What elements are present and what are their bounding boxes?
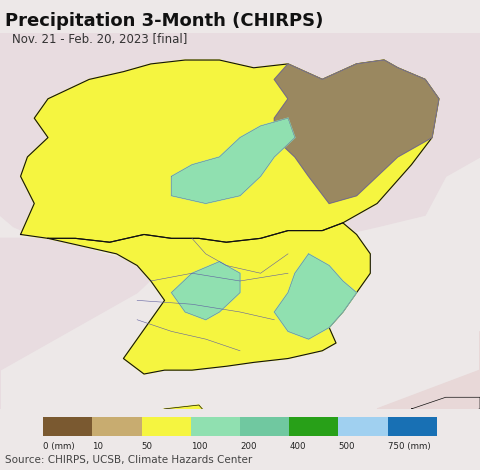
Polygon shape bbox=[21, 60, 439, 242]
Text: 750 (mm): 750 (mm) bbox=[387, 442, 430, 451]
Bar bbox=[240, 417, 289, 436]
Polygon shape bbox=[144, 405, 206, 424]
Bar bbox=[92, 417, 142, 436]
Text: 100: 100 bbox=[191, 442, 207, 451]
Text: 500: 500 bbox=[338, 442, 355, 451]
Text: Precipitation 3-Month (CHIRPS): Precipitation 3-Month (CHIRPS) bbox=[5, 12, 323, 30]
Bar bbox=[43, 417, 92, 436]
Polygon shape bbox=[0, 33, 480, 242]
Polygon shape bbox=[377, 33, 480, 79]
Text: 0 (mm): 0 (mm) bbox=[43, 442, 75, 451]
Text: Nov. 21 - Feb. 20, 2023 [final]: Nov. 21 - Feb. 20, 2023 [final] bbox=[12, 33, 187, 46]
Polygon shape bbox=[411, 397, 480, 416]
Polygon shape bbox=[377, 331, 480, 409]
Polygon shape bbox=[48, 223, 370, 374]
Text: 10: 10 bbox=[92, 442, 103, 451]
Bar bbox=[338, 417, 387, 436]
Polygon shape bbox=[171, 262, 240, 320]
Text: 400: 400 bbox=[289, 442, 306, 451]
Text: 50: 50 bbox=[142, 442, 153, 451]
Polygon shape bbox=[171, 118, 295, 204]
Text: Source: CHIRPS, UCSB, Climate Hazards Center: Source: CHIRPS, UCSB, Climate Hazards Ce… bbox=[5, 455, 252, 465]
Polygon shape bbox=[0, 238, 158, 409]
Bar bbox=[142, 417, 191, 436]
Bar bbox=[289, 417, 338, 436]
Bar bbox=[191, 417, 240, 436]
Text: 200: 200 bbox=[240, 442, 256, 451]
Bar bbox=[387, 417, 437, 436]
Polygon shape bbox=[274, 254, 357, 339]
Polygon shape bbox=[274, 60, 439, 204]
